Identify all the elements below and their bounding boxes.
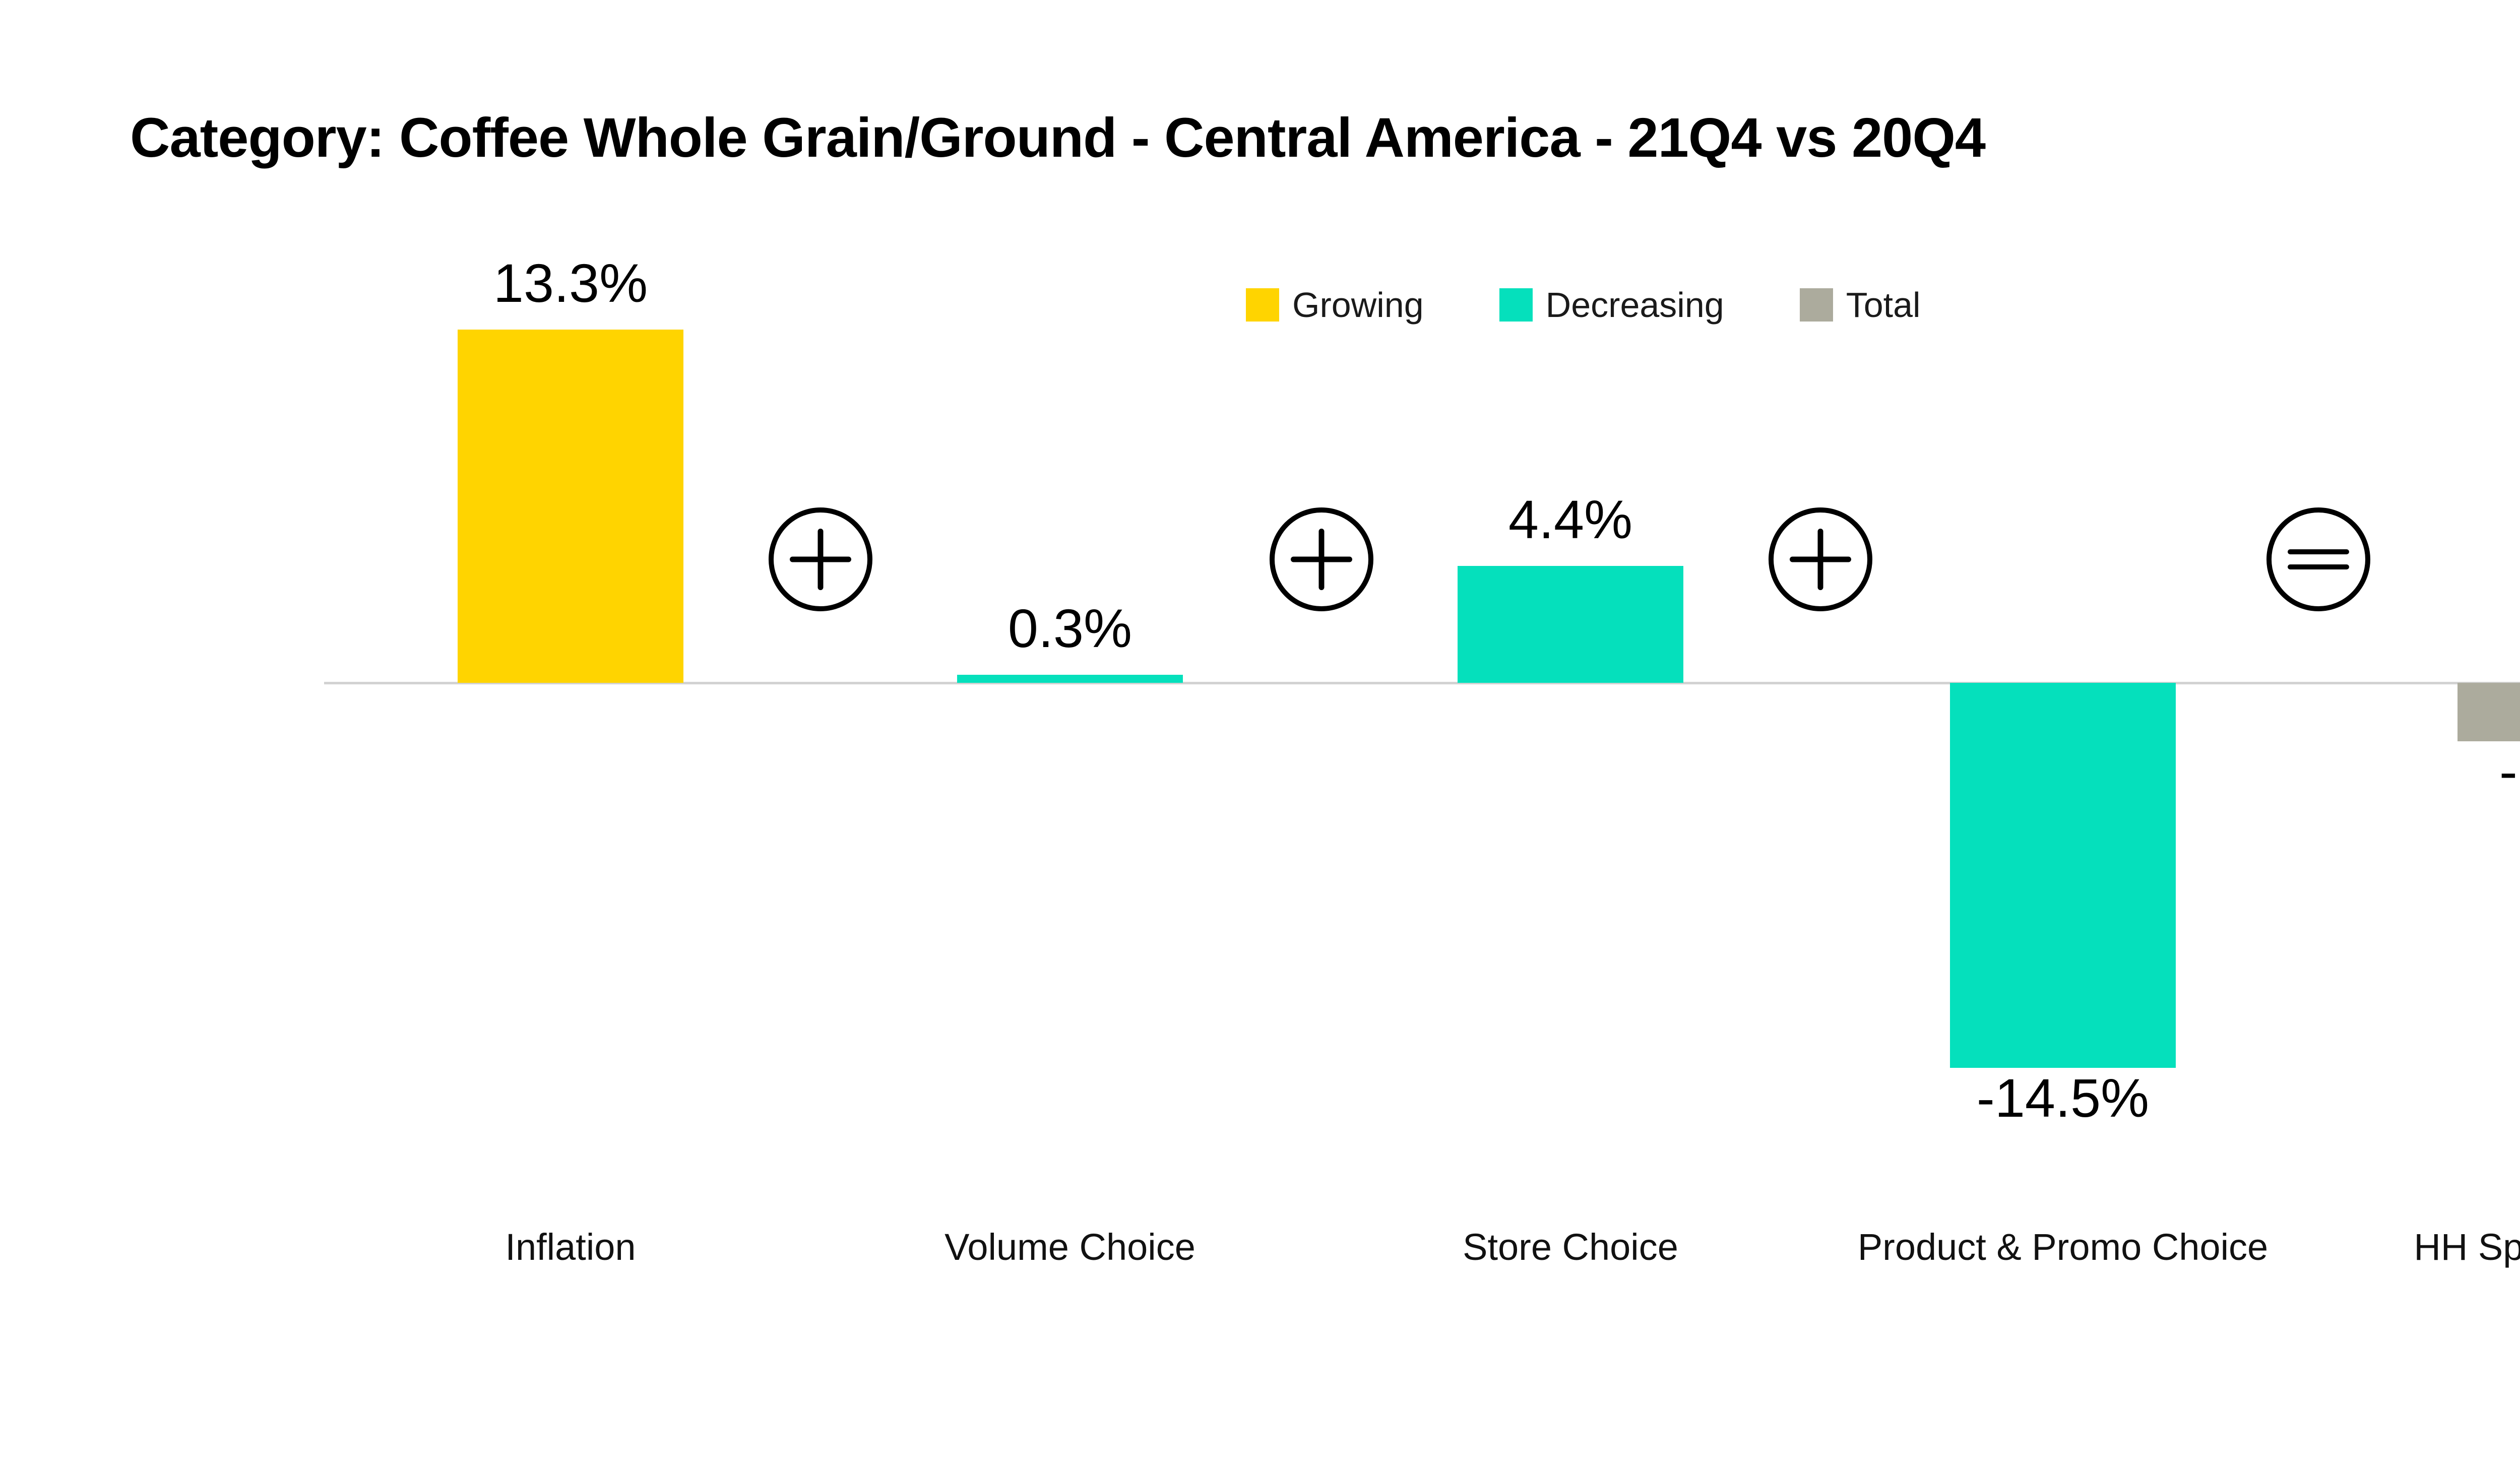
- plus-icon: [1270, 507, 1373, 611]
- value-label-volume-choice: 0.3%: [1007, 598, 1132, 659]
- legend-label-decreasing: Decreasing: [1545, 285, 1724, 325]
- plus-icon: [769, 507, 872, 611]
- legend-swatch-decreasing-icon: [1499, 288, 1533, 322]
- value-label-store-choice: 4.4%: [1508, 489, 1633, 550]
- value-label-product-promo-choice: -14.5%: [1976, 1067, 2150, 1128]
- legend-label-growing: Growing: [1292, 285, 1424, 325]
- plus-icon: [1769, 507, 1872, 611]
- x-axis-baseline: [324, 682, 2520, 684]
- legend-item-total[interactable]: Total: [1799, 285, 1921, 325]
- bar-store-choice[interactable]: [1458, 566, 1683, 683]
- bar-volume-choice[interactable]: [957, 675, 1183, 683]
- legend-item-growing[interactable]: Growing: [1246, 287, 1424, 323]
- category-label-hh-spend-change: HH Spend Change: [2414, 1226, 2520, 1268]
- legend-item-decreasing[interactable]: Decreasing: [1499, 287, 1724, 323]
- legend-swatch-growing-icon: [1246, 288, 1279, 322]
- category-label-volume-choice: Volume Choice: [944, 1226, 1195, 1268]
- value-label-hh-spend-change: -2.2%: [2499, 741, 2520, 802]
- legend-label-total: Total: [1846, 285, 1921, 325]
- value-label-inflation: 13.3%: [493, 252, 648, 313]
- category-label-product-promo-choice: Product & Promo Choice: [1857, 1226, 2269, 1268]
- chart-title: Category: Coffee Whole Grain/Ground - Ce…: [130, 107, 1986, 169]
- category-label-inflation: Inflation: [505, 1226, 636, 1268]
- equals-icon: [2266, 507, 2370, 611]
- bar-inflation[interactable]: [458, 330, 683, 683]
- category-label-store-choice: Store Choice: [1463, 1226, 1678, 1268]
- bar-product-promo-choice[interactable]: [1950, 683, 2176, 1068]
- legend: Growing Decreasing Total: [1246, 287, 1921, 323]
- legend-swatch-total-icon: [1799, 288, 1833, 322]
- bar-hh-spend-change[interactable]: [2458, 683, 2520, 741]
